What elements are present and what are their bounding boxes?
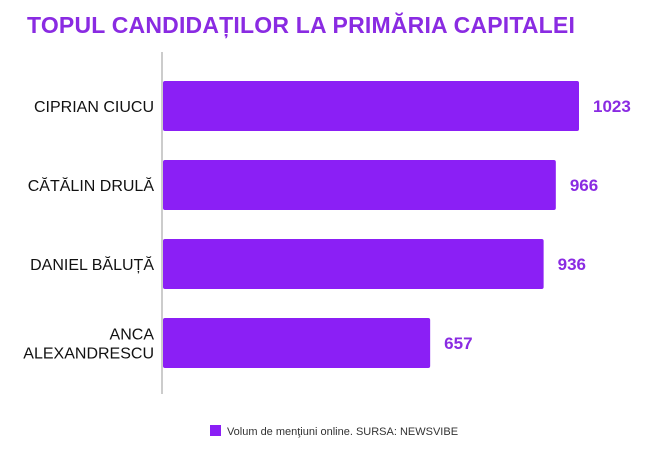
value-label-1: 966	[570, 176, 598, 195]
bar-2	[163, 239, 544, 289]
bar-0	[163, 81, 579, 131]
category-label-0: CIPRIAN CIUCU	[34, 99, 154, 116]
legend-swatch	[209, 425, 221, 436]
bar-3	[163, 318, 431, 368]
category-label-2: DANIEL BĂLUȚĂ	[30, 255, 154, 274]
value-label-3: 657	[444, 334, 472, 353]
legend-label: Volum de menţiuni online. SURSA: NEWSVIB…	[226, 426, 459, 438]
category-label-1: CĂTĂLIN DRULĂ	[28, 176, 155, 195]
chart-title: TOPUL CANDIDAȚILOR LA PRIMĂRIA CAPITALEI	[27, 12, 576, 38]
legend: Volum de menţiuni online. SURSA: NEWSVIB…	[0, 425, 668, 438]
category-label-3: ANCA ALEXANDRESCU	[23, 327, 154, 363]
value-label-2: 936	[558, 255, 586, 274]
bar-1	[163, 160, 556, 210]
value-label-0: 1023	[593, 97, 631, 116]
